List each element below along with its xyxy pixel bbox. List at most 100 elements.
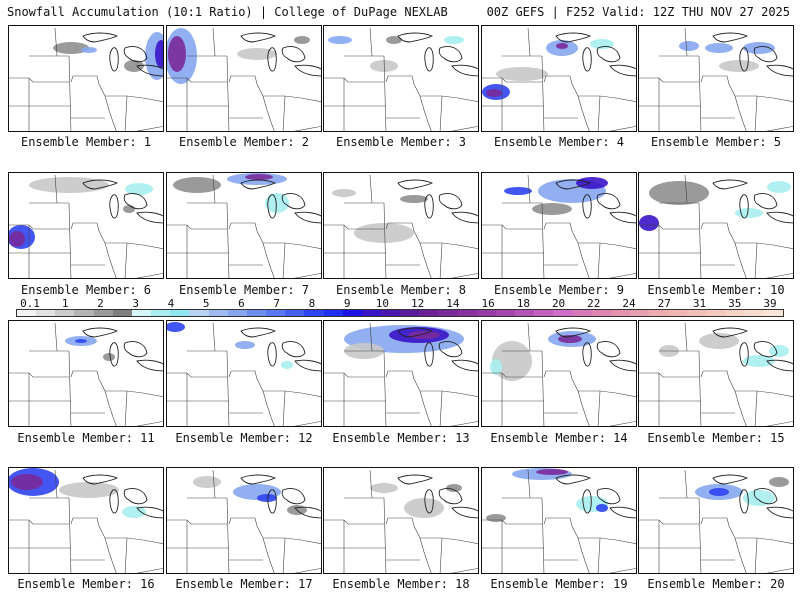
ensemble-member-label: Ensemble Member: 2: [178, 135, 310, 149]
state-border: [369, 27, 373, 57]
state-border: [420, 242, 459, 246]
state-border: [228, 75, 275, 131]
colorbar-segment: [687, 310, 707, 316]
great-lake-outline: [240, 327, 277, 338]
ensemble-member-label: Ensemble Member: 16: [17, 577, 155, 591]
colorbar-tick-label: 6: [238, 297, 245, 310]
great-lake-outline: [240, 32, 277, 43]
state-border: [136, 273, 163, 278]
colorbar-segment: [170, 310, 190, 316]
ensemble-member-label: Ensemble Member: 20: [647, 577, 785, 591]
great-lake-outline: [267, 342, 277, 367]
state-border: [385, 370, 432, 426]
ensemble-member-label: Ensemble Member: 14: [490, 431, 628, 445]
great-lake-outline: [123, 46, 148, 63]
member-map: [639, 174, 793, 278]
great-lake-outline: [555, 179, 592, 190]
colorbar-segment: [457, 310, 477, 316]
ensemble-member-label: Ensemble Member: 1: [20, 135, 152, 149]
state-border: [541, 350, 545, 426]
great-lake-outline: [281, 488, 306, 505]
ensemble-member-label: Ensemble Member: 19: [490, 577, 628, 591]
state-border: [639, 77, 699, 83]
great-lake-outline: [555, 32, 592, 43]
ensemble-member-label: Ensemble Member: 13: [332, 431, 470, 445]
snowfall-area: [576, 177, 608, 189]
ensemble-map-panel: [323, 25, 479, 132]
great-lake-outline: [753, 341, 778, 358]
great-lake-outline: [109, 47, 119, 72]
snowfall-area: [639, 215, 659, 231]
state-border: [735, 95, 774, 99]
colorbar-tick-label: 31: [692, 297, 707, 310]
great-lake-outline: [82, 32, 119, 43]
great-lake-outline: [609, 64, 636, 77]
state-border: [439, 95, 443, 131]
state-border: [263, 390, 302, 394]
great-lake-outline: [438, 488, 463, 505]
member-map: [482, 27, 636, 131]
great-lake-outline: [109, 342, 119, 367]
state-border: [228, 517, 275, 573]
great-lake-outline: [451, 211, 478, 224]
state-border: [9, 519, 69, 525]
state-border: [228, 370, 275, 426]
snowfall-area: [532, 203, 572, 215]
state-border: [543, 370, 590, 426]
state-border: [735, 390, 774, 394]
state-border: [541, 497, 545, 573]
snowfall-area: [354, 223, 414, 243]
state-border: [527, 174, 531, 204]
state-border: [324, 77, 384, 83]
state-border: [294, 126, 321, 131]
state-border: [543, 75, 590, 131]
great-lake-outline: [294, 506, 321, 519]
state-border: [385, 222, 432, 278]
colorbar-segment: [630, 310, 650, 316]
state-border: [543, 517, 590, 573]
state-border: [294, 568, 321, 573]
state-border: [136, 568, 163, 573]
colorbar-segment: [515, 310, 535, 316]
great-lake-outline: [766, 64, 793, 77]
colorbar-tick-label: 20: [551, 297, 566, 310]
colorbar-segment: [342, 310, 362, 316]
state-border: [457, 244, 478, 249]
colorbar-tick-label: 10: [375, 297, 389, 310]
state-border: [457, 97, 478, 102]
state-border: [766, 126, 793, 131]
state-border: [457, 539, 478, 544]
ensemble-map-panel: [481, 467, 637, 574]
state-border: [451, 273, 478, 278]
snowfall-area: [743, 355, 775, 367]
state-border: [324, 224, 384, 230]
state-border: [68, 202, 72, 278]
state-border: [300, 244, 321, 249]
state-border: [457, 392, 478, 397]
snowfall-area: [167, 322, 185, 332]
snowfall-area: [294, 36, 310, 44]
colorbar-segment: [419, 310, 439, 316]
ensemble-map-panel: [638, 320, 794, 427]
state-border: [105, 95, 144, 99]
great-lake-outline: [596, 488, 621, 505]
colorbar-segment: [668, 310, 688, 316]
state-border: [68, 350, 72, 426]
great-lake-outline: [82, 179, 119, 190]
snowfall-area: [679, 41, 699, 51]
great-lake-outline: [123, 193, 148, 210]
snowfall-area: [281, 361, 293, 369]
snowfall-area: [75, 339, 87, 343]
state-border: [282, 242, 286, 278]
snowfall-area: [11, 474, 43, 490]
state-border: [300, 539, 321, 544]
ensemble-member-label: Ensemble Member: 15: [647, 431, 785, 445]
colorbar-segment: [55, 310, 75, 316]
snowfall-area: [404, 498, 444, 518]
member-map: [639, 322, 793, 426]
member-map: [9, 468, 163, 573]
state-border: [9, 224, 69, 230]
great-lake-outline: [555, 474, 592, 485]
state-border: [136, 421, 163, 426]
great-lake-outline: [609, 211, 636, 224]
